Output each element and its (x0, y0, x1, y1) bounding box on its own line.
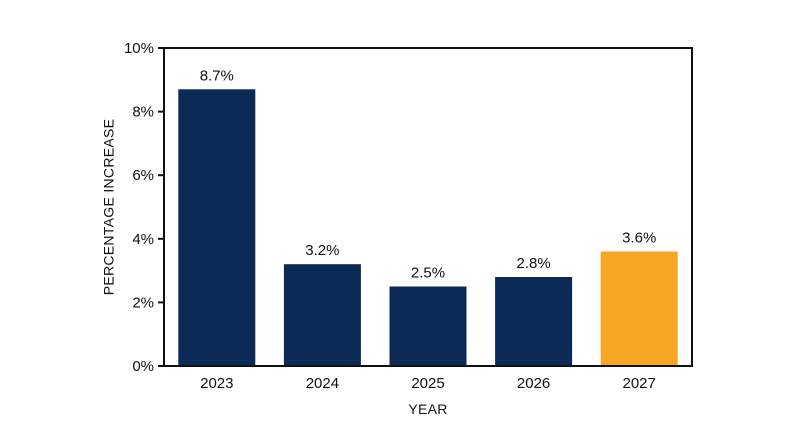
x-tick-label-2025: 2025 (411, 375, 444, 392)
plot-frame (163, 47, 693, 367)
data-labels-layer: 8.7% 3.2% 2.5% 2.8% 3.6% (200, 67, 657, 281)
data-label-2027: 3.6% (622, 230, 656, 247)
data-label-2025: 2.5% (411, 265, 445, 282)
x-tick-label-2023: 2023 (200, 375, 233, 392)
x-axis-ticks: 2023 2024 2025 2026 2027 (200, 375, 656, 392)
bars-layer (178, 89, 678, 367)
y-tick-label: 0% (132, 358, 154, 375)
x-axis-title: YEAR (408, 401, 447, 417)
x-tick-label-2027: 2027 (623, 375, 656, 392)
y-tick-label: 4% (132, 231, 154, 248)
y-tick-label: 10% (124, 40, 154, 57)
bar-2027 (600, 251, 678, 366)
y-tick-label: 2% (132, 294, 154, 311)
data-label-2024: 3.2% (305, 242, 339, 259)
bar-2025 (389, 286, 467, 366)
y-tick-label: 6% (132, 167, 154, 184)
bar-2024 (283, 264, 361, 366)
bar-2026 (495, 277, 573, 366)
x-tick-label-2024: 2024 (306, 375, 339, 392)
y-axis-ticks: 0% 2% 4% 6% 8% 10% (124, 40, 164, 375)
bar-2023 (178, 89, 256, 367)
x-tick-label-2026: 2026 (517, 375, 550, 392)
data-label-2023: 8.7% (200, 67, 234, 84)
y-axis-title: PERCENTAGE INCREASE (101, 119, 117, 296)
data-label-2026: 2.8% (516, 255, 550, 272)
y-tick-label: 8% (132, 104, 154, 121)
